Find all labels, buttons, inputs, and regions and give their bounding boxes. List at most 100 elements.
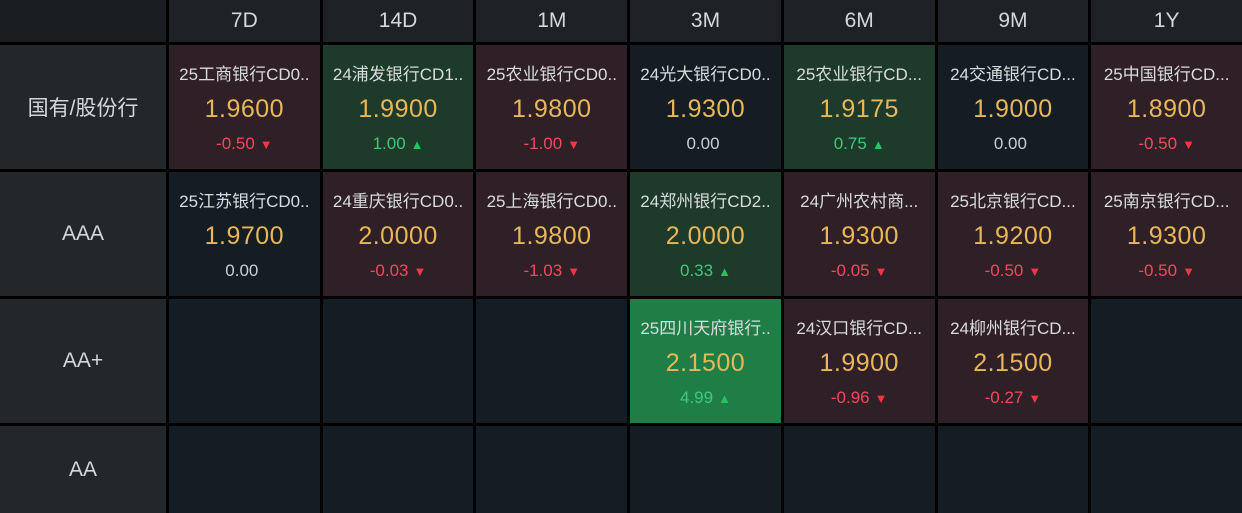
cd-cell[interactable]: 25上海银行CD0.. 1.9800 -1.03 ▼	[476, 172, 628, 296]
change-value: -0.03	[369, 261, 409, 280]
change-value: 0.75	[833, 134, 867, 153]
cd-cell-empty	[1091, 426, 1242, 513]
cd-cell[interactable]: 24重庆银行CD0.. 2.0000 -0.03 ▼	[322, 172, 474, 296]
change-value: 1.00	[372, 134, 406, 153]
instrument-name: 24汉口银行CD...	[796, 319, 923, 338]
cd-cell[interactable]: 24浦发银行CD1.. 1.9900 1.00 ▲	[322, 45, 474, 169]
cd-cell-empty	[630, 426, 781, 513]
change-line: -0.05 ▼	[831, 261, 888, 281]
change-value: 0.00	[686, 134, 720, 153]
change-arrow-icon: ▼	[874, 390, 888, 406]
instrument-name: 25上海银行CD0..	[486, 192, 617, 211]
change-value: -0.50	[1138, 134, 1178, 153]
instrument-name: 24郑州银行CD2..	[640, 192, 771, 211]
column-header-1y: 1Y	[1091, 0, 1242, 42]
cd-cell[interactable]: 24汉口银行CD... 1.9900 -0.96 ▼	[783, 299, 935, 423]
change-arrow-icon: ▲	[410, 136, 424, 152]
change-line: -0.50 ▼	[216, 134, 273, 154]
change-line: 0.33 ▲	[680, 261, 731, 281]
cd-cell[interactable]: 25农业银行CD... 1.9175 0.75 ▲	[783, 45, 935, 169]
cd-cell[interactable]: 25中国银行CD... 1.8900 -0.50 ▼	[1091, 45, 1242, 169]
instrument-name: 25中国银行CD...	[1103, 65, 1230, 84]
instrument-name: 24重庆银行CD0..	[332, 192, 464, 211]
change-value: -0.50	[216, 134, 255, 153]
cd-cell[interactable]: 25四川天府银行.. 2.1500 4.99 ▲	[630, 299, 781, 423]
change-value: -0.50	[984, 261, 1024, 280]
rate-value: 1.9300	[1126, 222, 1207, 250]
instrument-name: 25南京银行CD...	[1103, 192, 1230, 211]
column-header-1m: 1M	[476, 0, 628, 42]
change-line: -1.03 ▼	[523, 261, 580, 281]
change-arrow-icon: ▼	[567, 263, 581, 279]
change-line: 0.00	[994, 134, 1032, 154]
instrument-name: 24柳州银行CD...	[950, 319, 1076, 338]
rate-value: 1.9900	[819, 349, 899, 377]
column-header-7d: 7D	[169, 0, 320, 42]
change-value: -1.03	[523, 261, 563, 280]
cd-cell[interactable]: 25农业银行CD0.. 1.9800 -1.00 ▼	[476, 45, 628, 169]
rate-value: 1.9300	[819, 222, 899, 250]
cd-cell-empty	[322, 299, 474, 423]
change-line: 4.99 ▲	[680, 388, 731, 408]
cd-cell[interactable]: 25工商银行CD0.. 1.9600 -0.50 ▼	[169, 45, 320, 169]
change-arrow-icon: ▲	[718, 390, 731, 406]
cd-cell[interactable]: 25南京银行CD... 1.9300 -0.50 ▼	[1091, 172, 1242, 296]
rate-value: 2.1500	[665, 349, 746, 377]
change-value: 0.00	[225, 261, 259, 280]
change-value: -0.27	[984, 388, 1024, 407]
change-arrow-icon: ▲	[718, 263, 731, 279]
cd-cell[interactable]: 24广州农村商... 1.9300 -0.05 ▼	[783, 172, 935, 296]
change-arrow-icon: ▼	[1028, 390, 1042, 406]
change-value: 0.00	[993, 134, 1027, 153]
instrument-name: 25四川天府银行..	[640, 319, 771, 338]
cd-cell-empty	[783, 426, 935, 513]
change-arrow-icon: ▼	[1028, 263, 1042, 279]
instrument-name: 24交通银行CD...	[950, 65, 1076, 84]
row-label-state-banks: 国有/股份行	[0, 45, 166, 169]
row-label-aaa: AAA	[0, 172, 166, 296]
change-value: 0.33	[680, 261, 714, 280]
change-arrow-icon: ▼	[567, 136, 581, 152]
rate-value: 2.0000	[358, 222, 438, 250]
instrument-name: 25农业银行CD...	[796, 65, 923, 84]
change-line: 0.75 ▲	[834, 134, 885, 154]
rate-value: 1.9200	[973, 222, 1053, 250]
rate-value: 1.9800	[512, 95, 592, 123]
change-value: -0.96	[830, 388, 870, 407]
change-arrow-icon: ▼	[413, 263, 427, 279]
change-arrow-icon: ▼	[874, 263, 888, 279]
instrument-name: 25工商银行CD0..	[179, 65, 310, 84]
column-header-3m: 3M	[630, 0, 781, 42]
change-value: -0.50	[1138, 261, 1178, 280]
cd-cell-empty	[169, 299, 320, 423]
rate-value: 1.9900	[358, 95, 438, 123]
change-line: 0.00	[225, 261, 263, 281]
instrument-name: 25江苏银行CD0..	[179, 192, 310, 211]
instrument-name: 24广州农村商...	[800, 192, 919, 211]
rate-value: 2.0000	[665, 222, 746, 250]
rate-value: 1.8900	[1126, 95, 1207, 123]
column-header-9m: 9M	[937, 0, 1089, 42]
cd-cell[interactable]: 24光大银行CD0.. 1.9300 0.00	[630, 45, 781, 169]
cd-cell[interactable]: 24交通银行CD... 1.9000 0.00	[937, 45, 1089, 169]
change-line: -0.50 ▼	[1138, 134, 1195, 154]
change-value: -0.05	[830, 261, 870, 280]
rate-value: 1.9700	[204, 222, 285, 250]
instrument-name: 25北京银行CD...	[950, 192, 1076, 211]
rate-value: 1.9800	[512, 222, 592, 250]
change-arrow-icon: ▼	[1182, 263, 1195, 279]
row-label-aa: AA	[0, 426, 166, 513]
cd-cell[interactable]: 24柳州银行CD... 2.1500 -0.27 ▼	[937, 299, 1089, 423]
cd-cell-empty	[322, 426, 474, 513]
cd-cell[interactable]: 25北京银行CD... 1.9200 -0.50 ▼	[937, 172, 1089, 296]
change-line: 1.00 ▲	[373, 134, 424, 154]
change-line: -0.50 ▼	[985, 261, 1042, 281]
cd-cell[interactable]: 25江苏银行CD0.. 1.9700 0.00	[169, 172, 320, 296]
change-line: -0.27 ▼	[985, 388, 1042, 408]
cd-cell[interactable]: 24郑州银行CD2.. 2.0000 0.33 ▲	[630, 172, 781, 296]
change-line: -0.96 ▼	[831, 388, 888, 408]
rate-value: 1.9300	[665, 95, 746, 123]
instrument-name: 24浦发银行CD1..	[332, 65, 464, 84]
change-line: -0.50 ▼	[1138, 261, 1195, 281]
